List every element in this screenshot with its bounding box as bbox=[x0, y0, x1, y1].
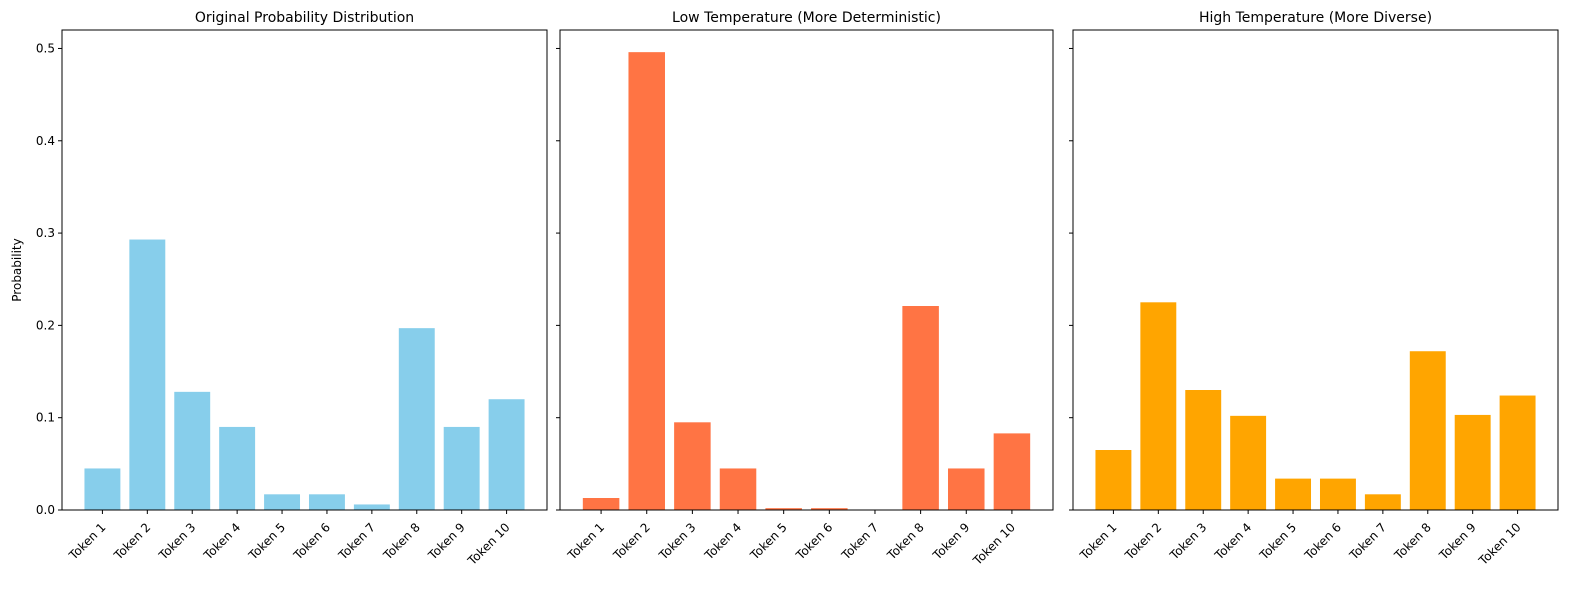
bar-10 bbox=[489, 399, 525, 510]
bar-8 bbox=[1410, 351, 1446, 510]
bar-3 bbox=[1185, 390, 1221, 510]
bar-4 bbox=[1230, 416, 1266, 510]
y-tick-label: 0.0 bbox=[36, 503, 55, 517]
bar-9 bbox=[444, 427, 480, 510]
bar-1 bbox=[84, 468, 120, 510]
x-tick-label: Token 3 bbox=[656, 520, 699, 563]
bar-10 bbox=[1500, 396, 1536, 510]
subplot-title: Original Probability Distribution bbox=[195, 10, 414, 26]
bar-5 bbox=[264, 494, 300, 510]
x-tick-label: Token 9 bbox=[930, 520, 973, 563]
x-tick-label: Token 8 bbox=[1391, 520, 1434, 563]
x-tick-label: Token 8 bbox=[380, 520, 423, 563]
x-tick-label: Token 10 bbox=[1475, 520, 1523, 568]
bar-4 bbox=[219, 427, 255, 510]
x-tick-label: Token 5 bbox=[1256, 520, 1299, 563]
bar-2 bbox=[628, 52, 665, 510]
y-tick-label: 0.2 bbox=[36, 318, 55, 332]
bar-3 bbox=[174, 392, 210, 510]
x-tick-label: Token 1 bbox=[66, 520, 109, 563]
bar-6 bbox=[309, 494, 345, 510]
x-tick-label: Token 8 bbox=[884, 520, 927, 563]
x-tick-label: Token 2 bbox=[111, 520, 154, 563]
x-tick-label: Token 4 bbox=[701, 520, 744, 563]
x-tick-label: Token 2 bbox=[1122, 520, 1165, 563]
bar-1 bbox=[1095, 450, 1131, 510]
bar-3 bbox=[674, 422, 711, 510]
bar-9 bbox=[948, 468, 985, 510]
bar-9 bbox=[1455, 415, 1491, 510]
bar-10 bbox=[994, 433, 1031, 510]
x-tick-label: Token 6 bbox=[1301, 520, 1344, 563]
bar-2 bbox=[129, 240, 165, 510]
y-tick-label: 0.1 bbox=[36, 411, 55, 425]
bar-7 bbox=[1365, 494, 1401, 510]
x-tick-label: Token 10 bbox=[464, 520, 512, 568]
x-tick-label: Token 7 bbox=[1346, 520, 1389, 563]
bar-5 bbox=[1275, 479, 1311, 510]
bar-6 bbox=[1320, 479, 1356, 510]
x-tick-label: Token 3 bbox=[156, 520, 199, 563]
x-tick-label: Token 4 bbox=[200, 520, 243, 563]
x-tick-label: Token 7 bbox=[838, 520, 881, 563]
y-tick-label: 0.5 bbox=[36, 41, 55, 55]
bar-1 bbox=[583, 498, 620, 510]
x-tick-label: Token 2 bbox=[610, 520, 653, 563]
y-tick-label: 0.3 bbox=[36, 226, 55, 240]
subplot-title: High Temperature (More Diverse) bbox=[1199, 10, 1432, 26]
subplot-title: Low Temperature (More Deterministic) bbox=[672, 10, 941, 26]
x-tick-label: Token 9 bbox=[425, 520, 468, 563]
x-tick-label: Token 5 bbox=[245, 520, 288, 563]
x-tick-label: Token 10 bbox=[970, 520, 1018, 568]
bar-8 bbox=[399, 328, 435, 510]
bar-2 bbox=[1140, 302, 1176, 510]
x-tick-label: Token 1 bbox=[564, 520, 607, 563]
bar-7 bbox=[354, 504, 390, 510]
x-tick-label: Token 5 bbox=[747, 520, 790, 563]
x-tick-label: Token 4 bbox=[1211, 520, 1254, 563]
bar-4 bbox=[720, 468, 757, 510]
x-tick-label: Token 6 bbox=[290, 520, 333, 563]
x-tick-label: Token 3 bbox=[1167, 520, 1210, 563]
y-tick-label: 0.4 bbox=[36, 134, 55, 148]
x-tick-label: Token 6 bbox=[793, 520, 836, 563]
bar-8 bbox=[902, 306, 939, 510]
y-axis-label: Probability bbox=[10, 238, 24, 301]
x-tick-label: Token 9 bbox=[1436, 520, 1479, 563]
x-tick-label: Token 7 bbox=[335, 520, 378, 563]
x-tick-label: Token 1 bbox=[1077, 520, 1120, 563]
